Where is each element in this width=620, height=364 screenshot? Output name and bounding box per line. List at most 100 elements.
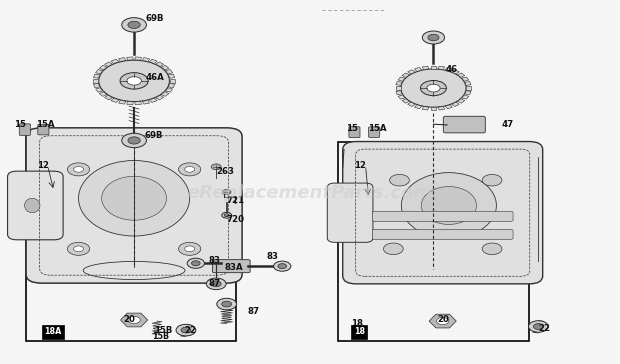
FancyBboxPatch shape [127, 102, 133, 105]
FancyBboxPatch shape [105, 62, 112, 67]
Text: 20: 20 [123, 316, 136, 324]
FancyBboxPatch shape [93, 79, 99, 83]
FancyBboxPatch shape [19, 124, 30, 135]
FancyBboxPatch shape [99, 92, 107, 96]
FancyBboxPatch shape [149, 98, 157, 102]
FancyBboxPatch shape [396, 91, 402, 95]
Circle shape [128, 137, 140, 144]
Circle shape [128, 316, 140, 324]
Circle shape [278, 264, 286, 269]
FancyBboxPatch shape [161, 66, 169, 70]
Circle shape [383, 243, 403, 254]
Circle shape [122, 133, 146, 148]
FancyBboxPatch shape [466, 87, 471, 90]
Circle shape [428, 34, 439, 41]
Text: 69B: 69B [144, 131, 163, 140]
Circle shape [223, 190, 231, 195]
FancyBboxPatch shape [95, 88, 103, 92]
Circle shape [192, 261, 200, 266]
FancyBboxPatch shape [445, 67, 453, 71]
FancyBboxPatch shape [402, 73, 409, 78]
Circle shape [427, 84, 440, 92]
Circle shape [68, 242, 90, 255]
Circle shape [436, 317, 449, 325]
FancyBboxPatch shape [438, 107, 445, 110]
Text: 18A: 18A [44, 327, 61, 336]
Text: 15: 15 [14, 120, 25, 129]
FancyBboxPatch shape [111, 59, 119, 64]
FancyBboxPatch shape [438, 66, 445, 70]
Circle shape [389, 174, 409, 186]
FancyBboxPatch shape [135, 57, 141, 60]
FancyBboxPatch shape [462, 77, 469, 81]
Circle shape [217, 298, 237, 310]
Text: 18: 18 [354, 327, 365, 336]
FancyBboxPatch shape [156, 62, 164, 67]
FancyBboxPatch shape [118, 58, 126, 62]
Circle shape [122, 17, 146, 32]
Ellipse shape [25, 198, 40, 213]
Circle shape [120, 73, 148, 89]
Circle shape [211, 164, 221, 170]
Text: 47: 47 [502, 120, 513, 129]
Text: 22: 22 [538, 324, 551, 333]
FancyBboxPatch shape [465, 82, 471, 86]
FancyBboxPatch shape [343, 142, 542, 284]
Text: 83: 83 [208, 256, 220, 265]
FancyBboxPatch shape [415, 67, 422, 71]
FancyBboxPatch shape [422, 107, 429, 110]
Circle shape [127, 77, 141, 85]
Circle shape [185, 166, 195, 172]
Circle shape [99, 60, 169, 102]
Circle shape [176, 324, 196, 336]
Circle shape [187, 258, 205, 268]
Circle shape [181, 327, 191, 333]
FancyBboxPatch shape [170, 79, 175, 83]
Circle shape [482, 243, 502, 254]
FancyBboxPatch shape [422, 66, 429, 70]
FancyBboxPatch shape [349, 127, 360, 138]
FancyBboxPatch shape [156, 95, 164, 100]
Circle shape [422, 31, 445, 44]
Circle shape [273, 261, 291, 271]
Circle shape [420, 80, 446, 96]
Circle shape [222, 301, 232, 307]
Circle shape [211, 281, 221, 287]
FancyBboxPatch shape [445, 105, 453, 109]
Bar [338, 142, 529, 341]
FancyBboxPatch shape [443, 116, 485, 133]
Text: 20: 20 [437, 316, 449, 324]
FancyBboxPatch shape [169, 74, 175, 78]
Ellipse shape [79, 161, 190, 236]
Ellipse shape [83, 261, 185, 280]
Circle shape [533, 324, 543, 329]
Circle shape [68, 163, 90, 176]
Circle shape [74, 246, 84, 252]
Circle shape [179, 242, 201, 255]
Text: eReplacementParts.com: eReplacementParts.com [187, 184, 433, 202]
FancyBboxPatch shape [149, 59, 157, 64]
FancyBboxPatch shape [213, 260, 250, 273]
FancyBboxPatch shape [398, 95, 405, 99]
FancyBboxPatch shape [373, 211, 513, 221]
Circle shape [401, 69, 466, 107]
FancyBboxPatch shape [118, 100, 126, 104]
FancyBboxPatch shape [169, 83, 175, 88]
FancyBboxPatch shape [396, 82, 402, 86]
FancyBboxPatch shape [373, 229, 513, 240]
Circle shape [224, 214, 229, 217]
FancyBboxPatch shape [327, 183, 373, 242]
FancyBboxPatch shape [415, 105, 422, 109]
Text: 15: 15 [346, 124, 358, 133]
FancyBboxPatch shape [452, 70, 459, 74]
Text: 721: 721 [227, 196, 245, 205]
FancyBboxPatch shape [143, 58, 149, 62]
Text: 69B: 69B [146, 14, 164, 23]
Text: 12: 12 [355, 161, 366, 170]
Text: 83: 83 [267, 252, 279, 261]
FancyBboxPatch shape [408, 102, 415, 106]
Text: 15B: 15B [152, 332, 169, 341]
FancyBboxPatch shape [396, 87, 401, 90]
Text: 720: 720 [227, 215, 245, 225]
Ellipse shape [401, 173, 497, 238]
